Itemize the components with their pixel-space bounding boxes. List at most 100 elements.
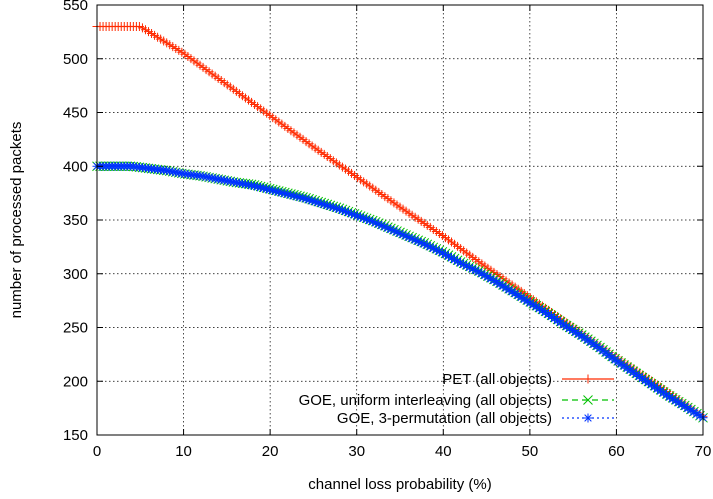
data-point-marker bbox=[340, 207, 350, 217]
data-point-marker bbox=[568, 325, 578, 335]
y-tick-label: 450 bbox=[63, 105, 88, 122]
data-point-marker bbox=[404, 232, 414, 242]
data-point-marker bbox=[653, 384, 663, 394]
x-tick-label: 0 bbox=[93, 443, 101, 460]
x-tick-label: 40 bbox=[435, 443, 452, 460]
data-point-marker bbox=[250, 181, 260, 191]
data-point-marker bbox=[471, 266, 481, 276]
data-point-marker bbox=[219, 175, 229, 185]
axis-ticks: 0 10 20 30 40 50 60 70 150 200 250 300 350 400 450 500 5… bbox=[63, 0, 711, 460]
data-point-marker bbox=[244, 180, 253, 190]
data-point-marker bbox=[477, 269, 487, 279]
data-point-marker bbox=[277, 188, 287, 198]
data-point-marker bbox=[234, 178, 244, 188]
data-point-marker bbox=[643, 378, 653, 388]
x-axis-label: channel loss probability (%) bbox=[308, 476, 491, 493]
data-point-marker bbox=[686, 405, 696, 415]
series-2 bbox=[92, 161, 708, 423]
data-point-marker bbox=[628, 367, 638, 377]
data-point-marker bbox=[456, 258, 466, 268]
data-point-marker bbox=[228, 177, 238, 187]
data-point-marker bbox=[671, 396, 681, 406]
data-point-marker bbox=[392, 227, 402, 237]
x-tick-label: 30 bbox=[348, 443, 365, 460]
data-point-marker bbox=[280, 189, 290, 199]
data-point-marker bbox=[368, 217, 378, 227]
data-point-marker bbox=[513, 291, 523, 301]
data-point-marker bbox=[383, 223, 393, 233]
data-point-marker bbox=[692, 409, 702, 419]
data-point-marker bbox=[528, 300, 538, 310]
data-point-marker bbox=[262, 184, 272, 194]
plot-series bbox=[92, 22, 708, 423]
data-point-marker bbox=[395, 228, 405, 238]
data-point-marker bbox=[274, 187, 284, 197]
data-point-marker bbox=[598, 346, 608, 356]
data-point-marker bbox=[213, 174, 223, 184]
data-point-marker bbox=[195, 171, 205, 181]
data-point-marker bbox=[519, 294, 529, 304]
data-point-marker bbox=[465, 263, 475, 273]
data-point-marker bbox=[162, 166, 172, 176]
series-1 bbox=[92, 161, 708, 423]
x-tick-label: 60 bbox=[608, 443, 625, 460]
data-point-marker bbox=[646, 380, 656, 390]
data-point-marker bbox=[534, 304, 544, 314]
data-point-marker bbox=[677, 400, 687, 410]
data-point-marker bbox=[286, 190, 296, 200]
data-point-marker bbox=[295, 192, 305, 202]
x-tick-label: 10 bbox=[175, 443, 192, 460]
data-point-marker bbox=[492, 277, 502, 287]
data-point-marker bbox=[216, 175, 226, 185]
data-point-marker bbox=[434, 246, 444, 256]
data-point-marker bbox=[637, 374, 647, 384]
data-point-marker bbox=[307, 196, 317, 206]
data-point-marker bbox=[437, 248, 447, 258]
data-point-marker bbox=[510, 289, 520, 299]
data-point-marker bbox=[365, 216, 375, 226]
data-point-marker bbox=[283, 189, 293, 199]
legend-label-2: GOE, 3-permutation (all objects) bbox=[337, 410, 552, 427]
data-point-marker bbox=[337, 205, 347, 215]
data-point-marker bbox=[674, 398, 684, 408]
data-point-marker bbox=[450, 255, 460, 265]
data-point-marker bbox=[468, 264, 478, 274]
data-point-marker bbox=[171, 167, 181, 177]
data-point-marker bbox=[298, 193, 308, 203]
data-point-marker bbox=[207, 173, 217, 183]
data-point-marker bbox=[565, 324, 575, 334]
data-point-marker bbox=[165, 166, 175, 176]
data-point-marker bbox=[486, 274, 496, 284]
data-point-marker bbox=[331, 203, 341, 213]
data-point-marker bbox=[577, 331, 587, 341]
data-point-marker bbox=[316, 199, 326, 209]
data-point-marker bbox=[359, 213, 369, 223]
data-point-marker bbox=[453, 256, 463, 266]
data-point-marker bbox=[556, 318, 566, 328]
data-point-marker bbox=[547, 311, 556, 321]
data-point-marker bbox=[407, 234, 417, 244]
data-point-marker bbox=[422, 240, 432, 250]
legend-label-1: GOE, uniform interleaving (all objects) bbox=[299, 392, 552, 409]
data-point-marker bbox=[595, 344, 605, 354]
data-point-marker bbox=[313, 198, 323, 208]
data-point-marker bbox=[304, 195, 314, 205]
data-point-marker bbox=[237, 179, 247, 189]
data-point-marker bbox=[589, 339, 599, 349]
data-point-marker bbox=[610, 355, 620, 365]
data-point-marker bbox=[401, 231, 411, 241]
data-point-marker bbox=[431, 245, 441, 255]
data-point-marker bbox=[371, 218, 381, 228]
data-point-marker bbox=[619, 361, 629, 371]
data-point-marker bbox=[622, 363, 632, 373]
y-axis-label: number of processed packets bbox=[8, 122, 25, 319]
data-point-marker bbox=[507, 287, 517, 297]
data-point-marker bbox=[586, 337, 596, 347]
data-point-marker bbox=[362, 214, 372, 224]
data-point-marker bbox=[389, 226, 399, 236]
data-point-marker bbox=[531, 302, 541, 312]
data-point-marker bbox=[583, 395, 593, 405]
data-point-marker bbox=[443, 251, 453, 261]
legend: PET (all objects) GOE, uniform interleavi… bbox=[299, 371, 614, 427]
y-tick-label: 200 bbox=[63, 373, 88, 390]
